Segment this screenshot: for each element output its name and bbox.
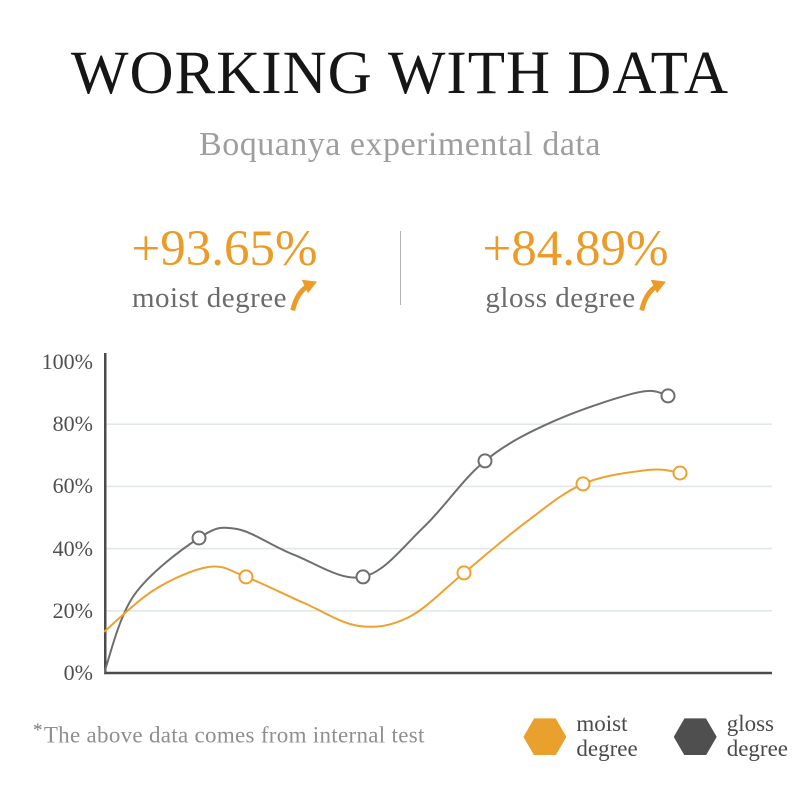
legend-label: gloss degree [726,711,788,761]
y-axis-tick-label: 80% [52,411,93,437]
up-arrow-icon [638,279,666,311]
legend-item-moist: moist degree [523,711,638,762]
stats-row: +93.65% moist degree +84.89% gloss degre… [0,222,800,314]
up-arrow-icon [290,279,317,311]
stat-value: +84.89% [482,221,669,278]
stat-value: +93.65% [131,221,318,278]
stat-moist-degree: +93.65% moist degree [64,223,386,313]
y-axis-tick-label: 40% [52,535,93,561]
hexagon-icon [673,718,717,756]
legend-item-gloss: gloss degree [673,711,788,762]
y-axis-tick-label: 20% [52,597,93,623]
stat-label: gloss degree [485,281,636,314]
stat-gloss-degree: +84.89% gloss degree [415,223,737,313]
line-chart: 100% 80% 60% 40% 20% 0% [0,349,800,695]
y-axis-tick-label: 0% [63,660,93,685]
footnote-text: The above data comes from internal test [43,722,425,748]
page-subtitle: Boquanya experimental data [199,126,601,163]
y-axis-tick-label: 100% [41,349,93,374]
y-axis-tick-label: 60% [52,473,93,499]
stats-divider [399,231,401,305]
y-axis-labels: 100% 80% 60% 40% 20% 0% [0,349,93,695]
page-title: WORKING WITH DATA [70,40,730,107]
footnote-asterisk: * [33,720,43,741]
chart-legend: moist degree gloss degree [523,711,788,762]
hexagon-icon [523,718,567,756]
stat-label: moist degree [132,281,287,314]
chart-plot-area [104,353,772,675]
footnote: *The above data comes from internal test [33,718,425,749]
legend-label: moist degree [576,711,638,761]
